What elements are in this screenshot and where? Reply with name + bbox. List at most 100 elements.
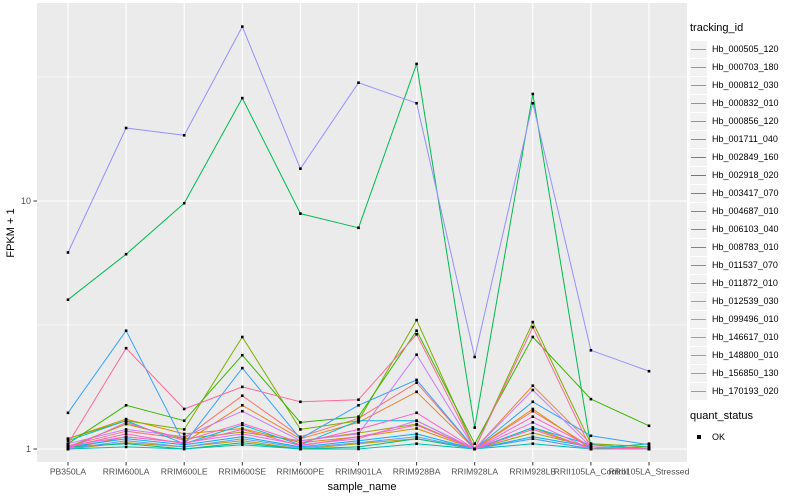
- legend-entry-label: Hb_148800_010: [712, 350, 779, 360]
- legend-entry-label: Hb_000703_180: [712, 62, 779, 72]
- data-point: [66, 437, 70, 440]
- legend-key-line: [691, 84, 706, 87]
- x-tick-label: RRII105LA_Stressed: [609, 467, 690, 477]
- legend-key-swatch: [690, 58, 707, 76]
- legend-entry: Hb_148800_010: [690, 346, 798, 364]
- legend-key-swatch: [690, 76, 707, 94]
- data-point: [241, 409, 244, 413]
- data-point: [124, 435, 128, 439]
- data-point: [589, 434, 593, 438]
- data-point: [531, 335, 535, 339]
- data-point: [589, 445, 593, 449]
- data-point: [124, 432, 128, 436]
- data-point: [182, 442, 186, 445]
- data-point: [415, 411, 418, 415]
- y-tick-label: 10: [21, 196, 31, 206]
- data-point: [473, 355, 476, 359]
- data-point: [182, 407, 186, 411]
- data-point: [241, 443, 244, 447]
- legend-entry: Hb_000703_180: [690, 58, 798, 76]
- data-point: [299, 212, 302, 215]
- data-point: [241, 430, 244, 434]
- data-point: [415, 427, 418, 430]
- legend-key-line: [691, 210, 706, 213]
- data-point: [357, 445, 360, 449]
- x-tick-label: RRIM928LA: [451, 467, 498, 477]
- data-point: [66, 439, 70, 442]
- data-point: [357, 428, 360, 431]
- legend-entry: Hb_006103_040: [690, 220, 798, 238]
- legend-entry: Hb_003417_070: [690, 184, 798, 202]
- x-tick-label: RRIM600PE: [277, 467, 325, 477]
- legend-key-swatch: [690, 238, 707, 256]
- data-point: [647, 445, 651, 449]
- data-point: [66, 447, 70, 451]
- data-point: [473, 442, 476, 445]
- legend-key-line: [691, 354, 706, 357]
- legend-key-line: [691, 66, 706, 69]
- legend-entry-label: Hb_001711_040: [712, 134, 778, 144]
- legend-key-swatch: [690, 166, 707, 184]
- legend-key-line: [691, 264, 706, 267]
- legend-shape-entry: OK: [690, 428, 798, 446]
- data-point: [124, 404, 128, 407]
- data-point: [241, 437, 244, 440]
- plot-panel: [37, 3, 687, 462]
- legend-shape-label: OK: [712, 432, 726, 442]
- legend-entry: Hb_011872_010: [690, 274, 798, 292]
- legend-entry-label: Hb_099496_010: [712, 314, 779, 324]
- data-point: [531, 426, 535, 429]
- legend-key-line: [691, 390, 706, 393]
- data-point: [241, 335, 244, 339]
- legend-entry-label: Hb_002918_020: [712, 170, 779, 180]
- legend-entry-label: Hb_000832_010: [712, 98, 779, 108]
- legend-entry-label: Hb_012539_030: [712, 296, 779, 306]
- data-point: [66, 442, 70, 445]
- legend-key-line: [691, 156, 706, 159]
- legend-key-swatch: [690, 94, 707, 112]
- plot-panel-group: PB350LA RRIM600LA RRIM600LE RRIM600SE RRIM60…: [21, 3, 690, 477]
- legend-key-line: [691, 228, 706, 231]
- data-point: [415, 390, 418, 394]
- legend-key-swatch: [690, 202, 707, 220]
- data-point: [357, 404, 360, 407]
- data-point: [415, 437, 418, 440]
- legend-shape-entries: OK: [690, 428, 798, 446]
- data-point: [124, 419, 128, 422]
- data-point: [241, 366, 244, 370]
- data-point: [531, 400, 535, 404]
- data-point: [66, 445, 70, 449]
- data-point: [473, 426, 476, 429]
- legend-entry-label: Hb_002849_160: [712, 152, 779, 162]
- data-point: [357, 437, 360, 440]
- legend-entry: Hb_004687_010: [690, 202, 798, 220]
- x-tick-label: RRIM600LE: [161, 467, 208, 477]
- x-tick-label: RRIM600SE: [218, 467, 266, 477]
- data-point: [531, 437, 535, 440]
- legend-entry: Hb_000505_120: [690, 40, 798, 58]
- data-point: [415, 62, 418, 66]
- data-point: [531, 442, 535, 445]
- data-point: [299, 446, 302, 450]
- data-point: [531, 320, 535, 324]
- data-point: [66, 411, 70, 415]
- data-point: [241, 423, 244, 427]
- legend-entry-label: Hb_011872_010: [712, 278, 778, 288]
- data-point: [647, 443, 651, 447]
- data-point: [589, 349, 593, 352]
- data-point: [66, 298, 70, 301]
- legend-key-line: [691, 120, 706, 123]
- data-point: [241, 404, 244, 407]
- data-point: [357, 439, 360, 442]
- data-point: [241, 422, 244, 425]
- data-point: [531, 415, 535, 418]
- legend-key-line: [691, 102, 706, 105]
- legend-key-swatch: [690, 148, 707, 166]
- legend-color-entries: Hb_000505_120 Hb_000703_180 Hb_000812_030 H…: [690, 40, 798, 400]
- legend-entry-label: Hb_000812_030: [712, 80, 779, 90]
- legend-key-swatch: [690, 256, 707, 274]
- data-point: [182, 134, 186, 137]
- data-point: [415, 432, 418, 436]
- legend-key-swatch: [690, 310, 707, 328]
- legend-key-swatch: [690, 274, 707, 292]
